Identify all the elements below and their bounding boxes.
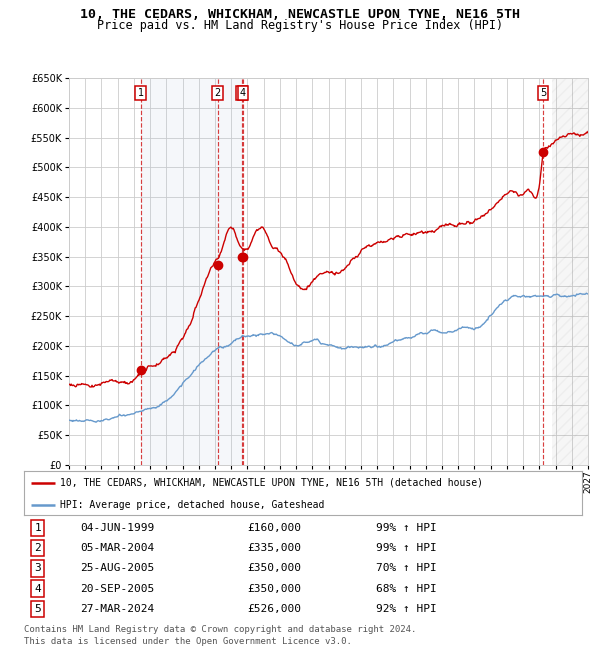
- Text: 70% ↑ HPI: 70% ↑ HPI: [376, 564, 436, 573]
- Text: 25-AUG-2005: 25-AUG-2005: [80, 564, 154, 573]
- Text: £160,000: £160,000: [247, 523, 301, 533]
- Text: 99% ↑ HPI: 99% ↑ HPI: [376, 523, 436, 533]
- Text: 1: 1: [35, 523, 41, 533]
- Text: 92% ↑ HPI: 92% ↑ HPI: [376, 604, 436, 614]
- Text: 20-SEP-2005: 20-SEP-2005: [80, 584, 154, 593]
- Text: 5: 5: [35, 604, 41, 614]
- Text: £335,000: £335,000: [247, 543, 301, 553]
- Text: Price paid vs. HM Land Registry's House Price Index (HPI): Price paid vs. HM Land Registry's House …: [97, 20, 503, 32]
- Text: 10, THE CEDARS, WHICKHAM, NEWCASTLE UPON TYNE, NE16 5TH: 10, THE CEDARS, WHICKHAM, NEWCASTLE UPON…: [80, 8, 520, 21]
- Text: 10, THE CEDARS, WHICKHAM, NEWCASTLE UPON TYNE, NE16 5TH (detached house): 10, THE CEDARS, WHICKHAM, NEWCASTLE UPON…: [60, 478, 483, 488]
- Text: 99% ↑ HPI: 99% ↑ HPI: [376, 543, 436, 553]
- Text: 68% ↑ HPI: 68% ↑ HPI: [376, 584, 436, 593]
- Bar: [140, 78, 243, 465]
- Text: 3: 3: [239, 88, 245, 98]
- Text: This data is licensed under the Open Government Licence v3.0.: This data is licensed under the Open Gov…: [24, 637, 352, 646]
- Text: £350,000: £350,000: [247, 584, 301, 593]
- Text: 3: 3: [35, 564, 41, 573]
- Text: £526,000: £526,000: [247, 604, 301, 614]
- Bar: [553, 78, 588, 465]
- Text: 05-MAR-2004: 05-MAR-2004: [80, 543, 154, 553]
- Text: Contains HM Land Registry data © Crown copyright and database right 2024.: Contains HM Land Registry data © Crown c…: [24, 625, 416, 634]
- Text: 4: 4: [35, 584, 41, 593]
- Text: 1: 1: [137, 88, 144, 98]
- Text: 04-JUN-1999: 04-JUN-1999: [80, 523, 154, 533]
- Text: 5: 5: [540, 88, 546, 98]
- Text: HPI: Average price, detached house, Gateshead: HPI: Average price, detached house, Gate…: [60, 500, 325, 510]
- Text: £350,000: £350,000: [247, 564, 301, 573]
- Text: 4: 4: [240, 88, 246, 98]
- Text: 2: 2: [215, 88, 221, 98]
- Text: 27-MAR-2024: 27-MAR-2024: [80, 604, 154, 614]
- Text: 2: 2: [35, 543, 41, 553]
